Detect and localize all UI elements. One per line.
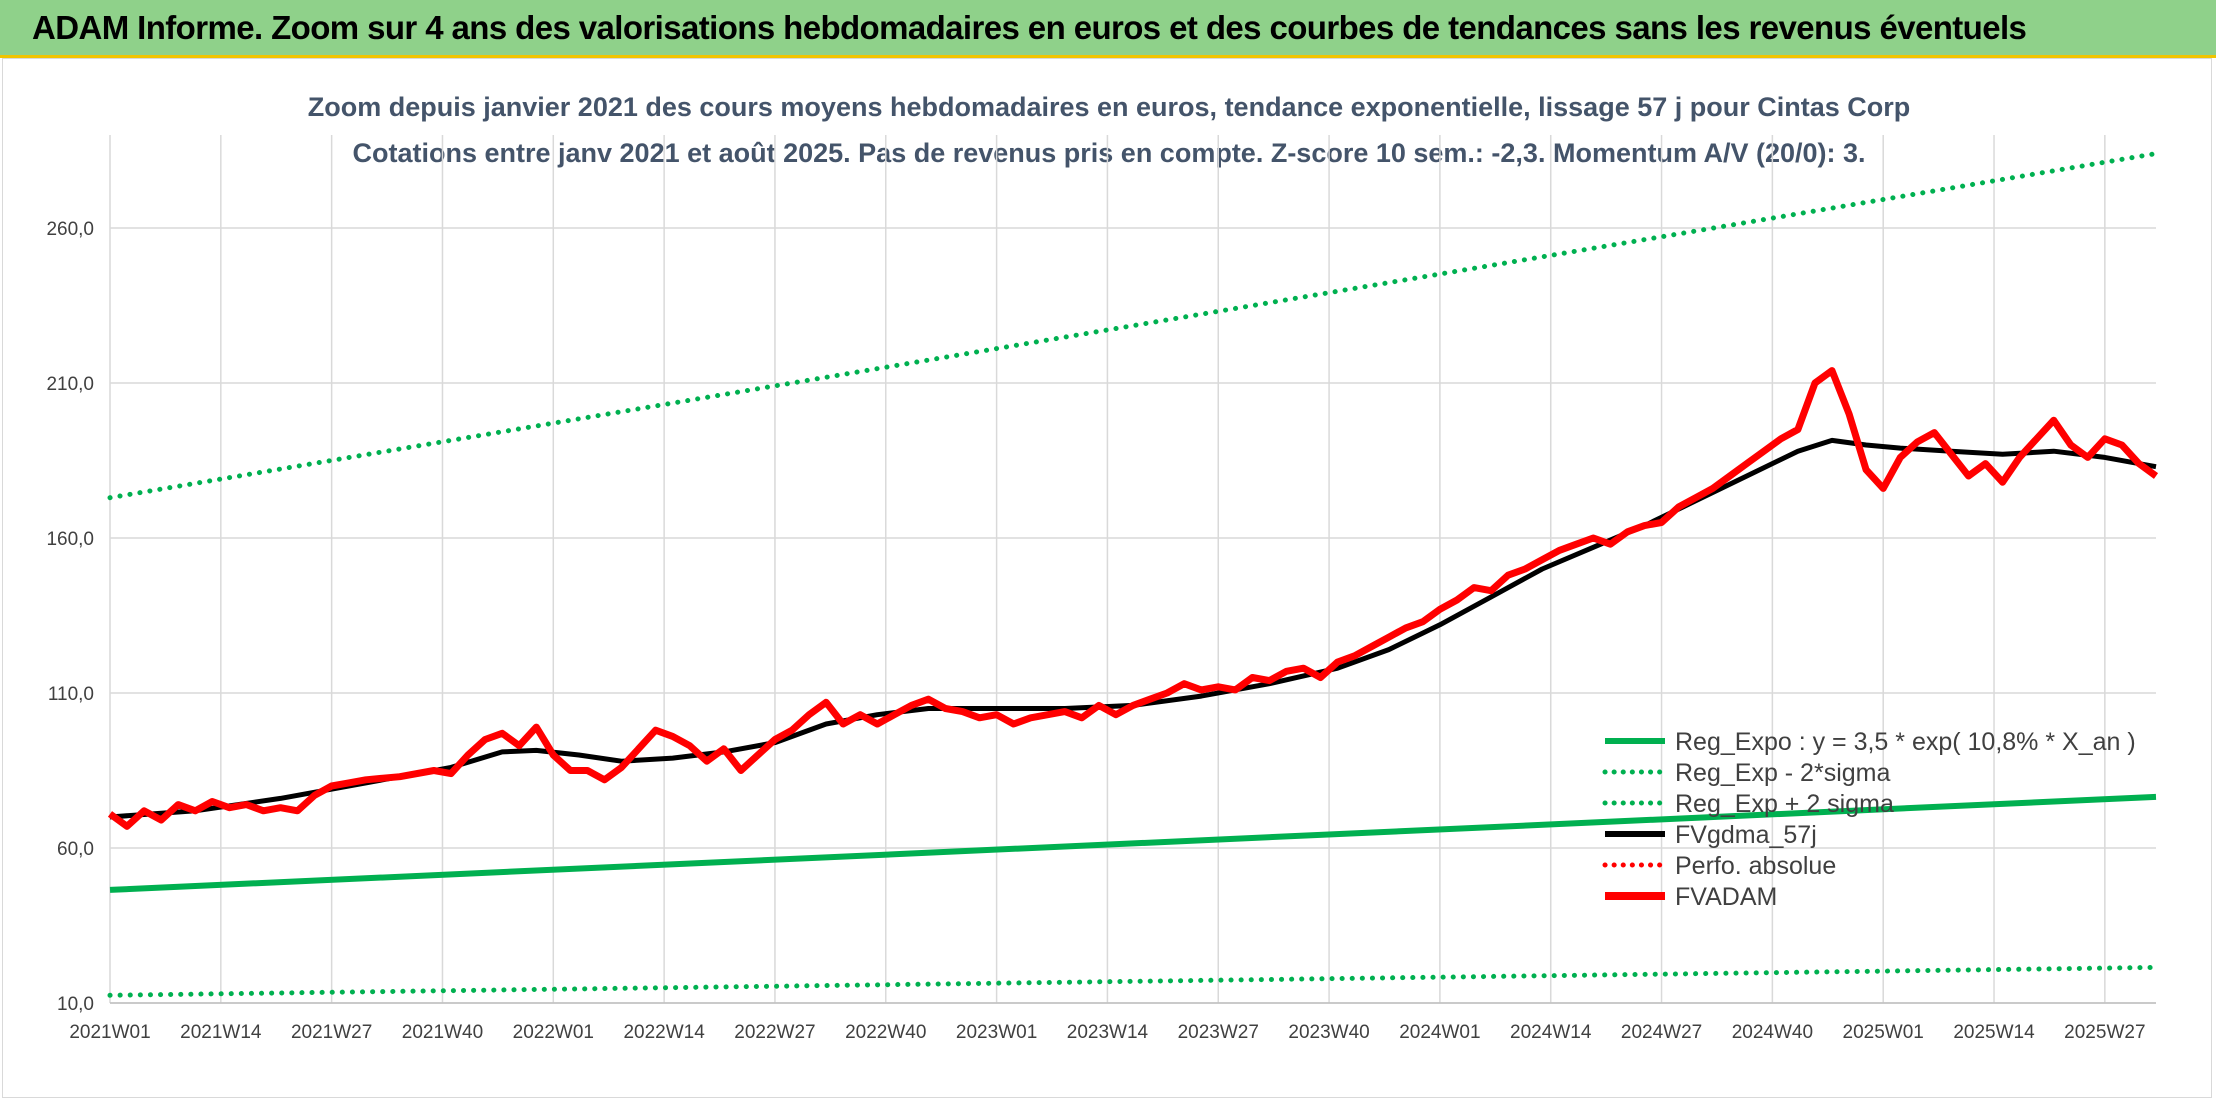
x-tick-label: 2022W01 [513, 1022, 594, 1043]
x-tick-label: 2025W14 [1953, 1022, 2035, 1043]
x-tick-label: 2023W27 [1178, 1022, 1259, 1043]
x-tick-label: 2023W14 [1067, 1022, 1149, 1043]
series-line-2 [107, 964, 2159, 998]
legend-label: Reg_Expo : y = 3,5 * exp( 10,8% * X_an ) [1675, 728, 2136, 756]
x-tick-label: 2021W14 [180, 1022, 262, 1043]
x-tick-label: 2025W27 [2064, 1022, 2145, 1043]
x-tick-label: 2022W14 [623, 1022, 705, 1043]
y-tick-label: 10,0 [57, 994, 94, 1015]
chart-frame [2, 58, 2212, 1098]
x-tick-label: 2024W27 [1621, 1022, 1702, 1043]
chart-title-line-1: Zoom depuis janvier 2021 des cours moyen… [308, 92, 1911, 122]
x-tick-label: 2025W01 [1843, 1022, 1924, 1043]
x-tick-label: 2021W27 [291, 1022, 372, 1043]
x-tick-label: 2022W40 [845, 1022, 926, 1043]
x-tick-label: 2023W01 [956, 1022, 1037, 1043]
y-tick-label: 260,0 [46, 219, 94, 240]
report-title: ADAM Informe. Zoom sur 4 ans des valoris… [32, 9, 2027, 46]
x-tick-label: 2021W40 [402, 1022, 483, 1043]
series-lines [107, 151, 2159, 998]
legend-label: FVADAM [1675, 883, 1777, 911]
report-banner: ADAM Informe. Zoom sur 4 ans des valoris… [0, 0, 2216, 58]
y-tick-label: 60,0 [57, 839, 94, 860]
x-tick-label: 2022W27 [734, 1022, 815, 1043]
series-line-1 [109, 793, 2157, 893]
y-tick-label: 160,0 [46, 529, 94, 550]
chart-title-line-2: Cotations entre janv 2021 et août 2025. … [352, 138, 1865, 168]
x-tick-label: 2024W40 [1732, 1022, 1813, 1043]
y-tick-label: 110,0 [48, 684, 94, 705]
x-tick-label: 2023W40 [1288, 1022, 1369, 1043]
legend: Reg_Expo : y = 3,5 * exp( 10,8% * X_an )… [1602, 728, 2136, 911]
axis-labels: 10,0 60,0 110,0 160,0 210,0 260,0 2021W01 2021W… [46, 219, 2145, 1043]
x-tick-label: 2024W14 [1510, 1022, 1592, 1043]
series-line-3 [107, 151, 2159, 501]
gridlines [109, 135, 2156, 1004]
series-line-5 [107, 367, 2159, 830]
legend-label: Reg_Exp + 2 sigma [1675, 790, 1894, 818]
legend-label: Reg_Exp - 2*sigma [1675, 759, 1890, 787]
x-tick-label: 2021W01 [69, 1022, 150, 1043]
y-tick-label: 210,0 [46, 374, 94, 395]
legend-label: FVgdma_57j [1675, 821, 1817, 849]
legend-label: Perfo. absolue [1675, 852, 1836, 880]
x-tick-label: 2024W01 [1399, 1022, 1480, 1043]
